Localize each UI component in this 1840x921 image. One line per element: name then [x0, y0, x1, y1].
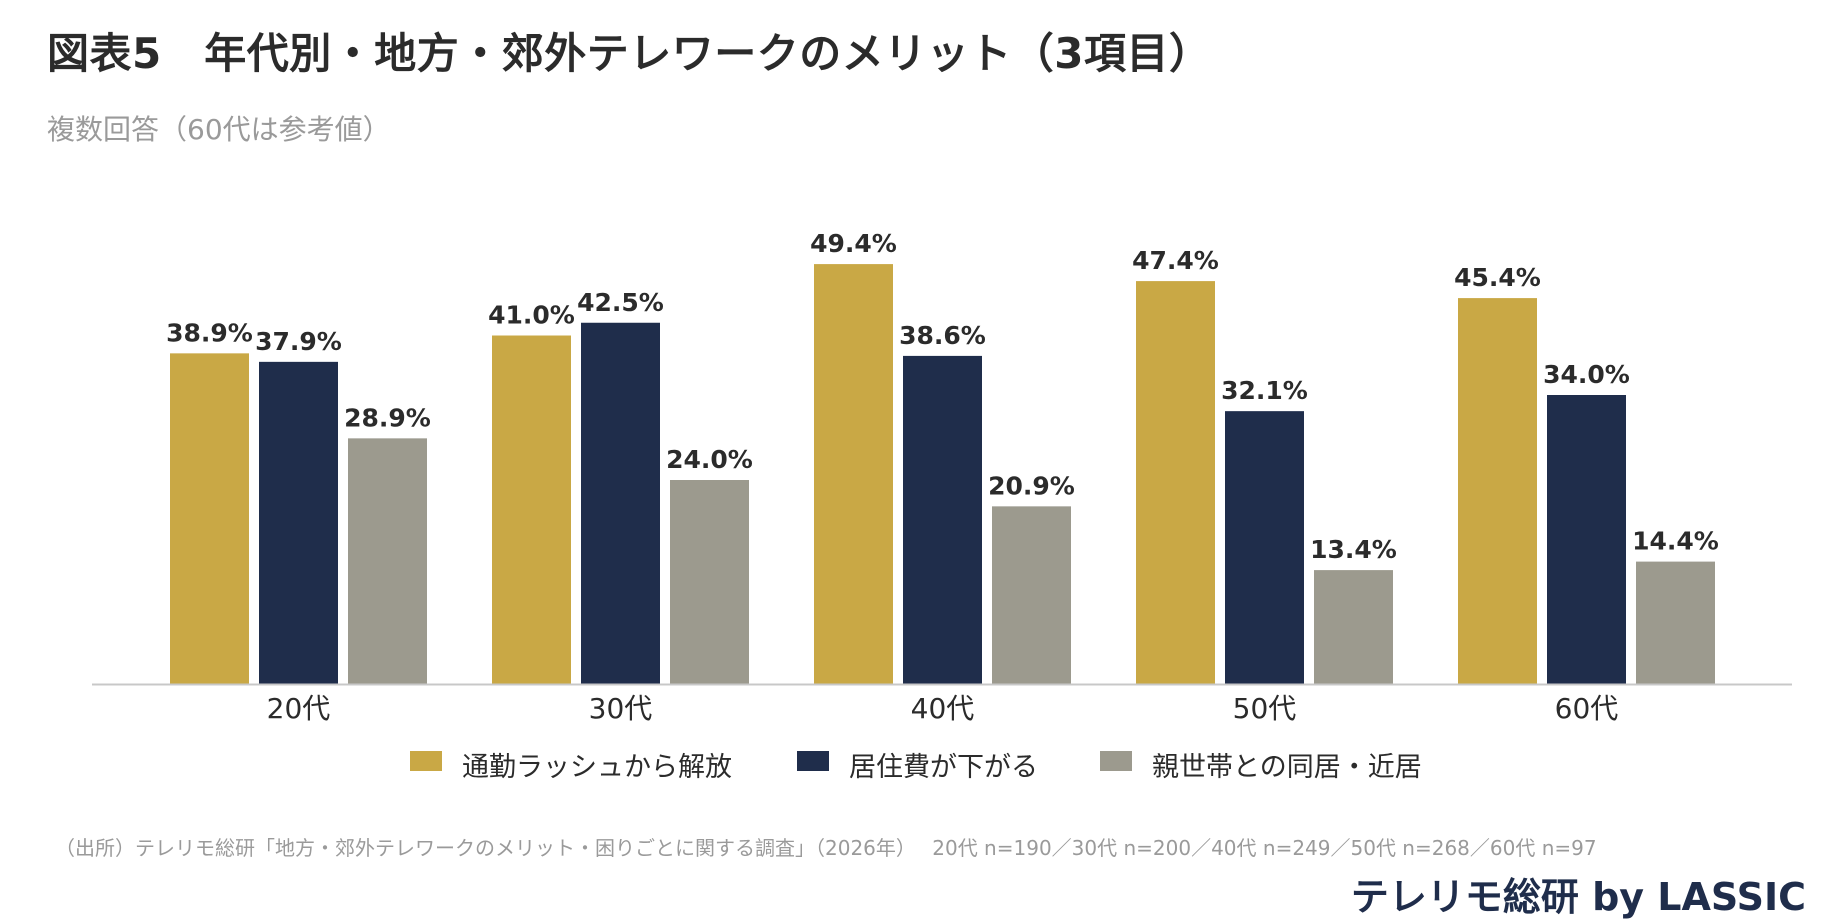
bar-3-5: [1636, 561, 1715, 684]
bar-2-1: [259, 361, 338, 684]
chart-subtitle: 複数回答（60代は参考値）: [47, 113, 391, 146]
bar-value-label: 32.1%: [1221, 376, 1308, 405]
legend: 通勤ラッシュから解放 居住費が下がる 親世帯との同居・近居: [410, 751, 1422, 783]
bar-3-1: [348, 438, 427, 684]
x-tick-label: 30代: [589, 692, 653, 725]
bar-3-2: [670, 480, 749, 684]
bar-value-label: 49.4%: [810, 229, 897, 258]
bar-1-1: [170, 353, 249, 684]
bar-value-label: 38.6%: [899, 321, 986, 350]
x-tick-label: 40代: [911, 692, 975, 725]
chart-title: 図表5 年代別・地方・郊外テレワークのメリット（3項目）: [47, 29, 1212, 78]
bar-value-label: 41.0%: [488, 301, 575, 330]
bar-value-label: 38.9%: [166, 318, 253, 347]
bar-1-5: [1458, 298, 1537, 684]
bar-3-4: [1314, 570, 1393, 684]
legend-label-3: 親世帯との同居・近居: [1152, 752, 1422, 783]
legend-label-1: 通勤ラッシュから解放: [462, 752, 732, 783]
bar-value-label: 34.0%: [1543, 360, 1630, 389]
x-tick-labels: 20代 30代 40代 50代 60代: [267, 692, 1619, 725]
bars-group: 38.9% 37.9% 28.9% 41.0% 42.5% 24.0% 49.4% 38.6%…: [166, 229, 1719, 684]
bar-value-label: 14.4%: [1632, 527, 1719, 556]
bar-value-label: 20.9%: [988, 471, 1075, 500]
bar-value-label: 37.9%: [255, 327, 342, 356]
bar-1-4: [1136, 281, 1215, 684]
legend-swatch-1: [410, 751, 442, 771]
legend-swatch-3: [1100, 751, 1132, 771]
bar-3-3: [992, 506, 1071, 684]
bar-2-3: [903, 355, 982, 684]
legend-swatch-2: [797, 751, 829, 771]
bar-1-3: [814, 264, 893, 684]
brand-logo-text: テレリモ総研 by LASSIC: [1350, 875, 1806, 919]
bar-value-label: 13.4%: [1310, 535, 1397, 564]
x-tick-label: 50代: [1233, 692, 1297, 725]
legend-label-2: 居住費が下がる: [849, 752, 1038, 783]
bar-2-2: [581, 322, 660, 684]
bar-1-2: [492, 335, 571, 684]
bar-value-label: 42.5%: [577, 288, 664, 317]
bar-chart: 38.9% 37.9% 28.9% 41.0% 42.5% 24.0% 49.4% 38.6%…: [92, 229, 1792, 783]
source-note: （出所）テレリモ総研「地方・郊外テレワークのメリット・困りごとに関する調査」（2…: [55, 836, 1597, 860]
x-tick-label: 20代: [267, 692, 331, 725]
bar-value-label: 45.4%: [1454, 263, 1541, 292]
bar-2-4: [1225, 411, 1304, 684]
bar-value-label: 47.4%: [1132, 246, 1219, 275]
x-tick-label: 60代: [1555, 692, 1619, 725]
bar-value-label: 24.0%: [666, 445, 753, 474]
bar-value-label: 28.9%: [344, 403, 431, 432]
bar-2-5: [1547, 395, 1626, 684]
